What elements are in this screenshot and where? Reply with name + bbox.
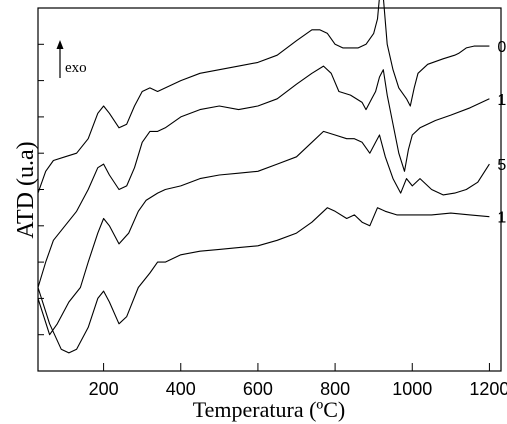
series-label-5: 5 [497, 157, 506, 174]
x-tick-label: 400 [166, 379, 196, 399]
exo-annotation: exo [56, 40, 87, 78]
x-axis-label: Temperatura (ºC) [193, 397, 346, 422]
series-label-1: 1 [497, 92, 506, 109]
series-line-0 [37, 0, 490, 194]
series-line-1 [37, 65, 490, 288]
x-tick-label: 200 [89, 379, 119, 399]
series-label-0: 0 [497, 39, 506, 56]
x-tick-label: 1200 [469, 379, 507, 399]
series-line-5 [37, 130, 490, 336]
series-line-10 [37, 207, 490, 354]
x-axis-ticks: 200 400 600 800 1000 1200 [89, 363, 507, 399]
y-axis-label: ATD (u.a) [13, 141, 39, 238]
x-tick-label: 800 [320, 379, 350, 399]
x-tick-label: 600 [243, 379, 273, 399]
exo-arrow-icon [56, 40, 64, 49]
exo-label: exo [65, 60, 87, 76]
x-tick-label: 1000 [392, 379, 432, 399]
y-axis-ticks [38, 43, 44, 336]
series-group: 0 1 5 10 [37, 0, 507, 354]
series-label-10: 10 [497, 210, 507, 227]
